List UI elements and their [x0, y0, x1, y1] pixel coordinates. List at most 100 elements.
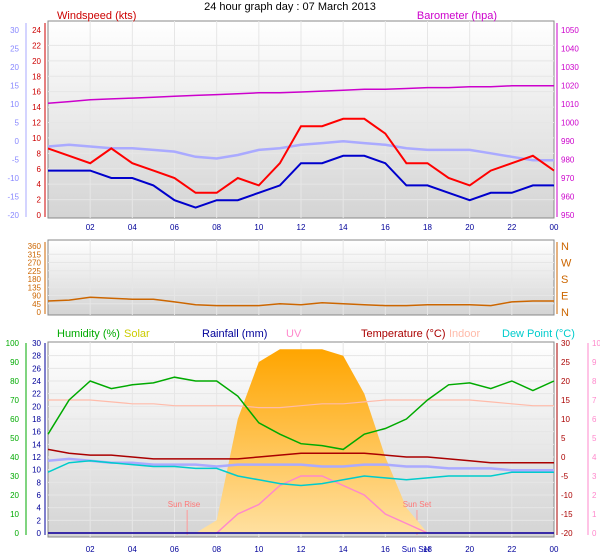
p1-xtick-16: 16 [381, 223, 390, 232]
p3-rain-tick-7: 16 [32, 428, 41, 437]
p3-rain-tick-11: 8 [37, 478, 42, 487]
p1-temp-tick-8: -10 [7, 174, 19, 183]
p2-deg-tick-5: 135 [28, 283, 42, 292]
p3-xtick-22: 22 [507, 545, 516, 554]
p1-wind-tick-9: 6 [37, 165, 42, 174]
p1-temp-tick-4: 10 [10, 100, 19, 109]
p1-xtick-00: 00 [550, 223, 559, 232]
humidity-line [47, 376, 555, 451]
barometer-line [47, 85, 554, 105]
p3-xtick-04: 04 [128, 545, 137, 554]
p3-rain-tick-0: 30 [32, 339, 41, 348]
p3-temp-tick-3: 15 [561, 396, 570, 405]
wind-average-line [48, 154, 554, 209]
p3-rain-tick-9: 12 [32, 453, 41, 462]
indoor-label: Indoor [449, 328, 481, 340]
p1-temp-tick-3: 15 [10, 82, 19, 91]
p3-uv-tick-9: 1 [592, 510, 597, 519]
p3-humidity-tick-10: 0 [15, 529, 20, 538]
p3-uv-tick-4: 6 [592, 415, 597, 424]
windspeed-label: Windspeed (kts) [57, 10, 136, 22]
p2-dir-tick-0: N [561, 241, 569, 253]
p3-humidity-tick-9: 10 [10, 510, 19, 519]
p3-humidity-tick-2: 80 [10, 377, 19, 386]
p2-deg-tick-2: 270 [28, 259, 42, 268]
p1-baro-tick-5: 1000 [561, 119, 579, 128]
p3-rain-tick-15: 0 [37, 529, 42, 538]
p1-temp-tick-10: -20 [7, 211, 19, 220]
p3-rain-tick-14: 2 [37, 516, 42, 525]
p2-deg-tick-7: 45 [32, 300, 41, 309]
temperature-line [47, 140, 554, 162]
p3-rain-tick-3: 24 [32, 377, 41, 386]
p1-baro-tick-10: 950 [561, 211, 575, 220]
p3-uv-tick-8: 2 [592, 491, 597, 500]
sunset-axis-label: Sun Set [402, 545, 431, 554]
p3-xtick-02: 02 [86, 545, 95, 554]
rainfall-label: Rainfall (mm) [202, 328, 267, 340]
p3-humidity-tick-1: 90 [10, 358, 19, 367]
p1-temp-tick-7: -5 [12, 156, 20, 165]
p3-temp-tick-1: 25 [561, 358, 570, 367]
p1-wind-tick-11: 2 [37, 196, 42, 205]
p1-baro-tick-1: 1040 [561, 45, 579, 54]
p1-baro-tick-9: 960 [561, 193, 575, 202]
p3-humidity-tick-4: 60 [10, 415, 19, 424]
p1-xtick-02: 02 [86, 223, 95, 232]
barometer-label: Barometer (hpa) [417, 10, 497, 22]
p1-temp-tick-2: 20 [10, 63, 19, 72]
p3-humidity-tick-8: 20 [10, 491, 19, 500]
p1-wind-tick-0: 24 [32, 26, 41, 35]
p3-temp-tick-2: 20 [561, 377, 570, 386]
temperature-light-line [47, 457, 554, 472]
p3-xtick-08: 08 [212, 545, 221, 554]
temperature-line-3 [47, 448, 554, 464]
dewpoint-line [47, 460, 554, 487]
p3-uv-tick-3: 7 [592, 396, 597, 405]
panel-conditions: 1009080706050403020100302826242220181614… [6, 339, 600, 554]
dewpoint-label: Dew Point (°C) [502, 328, 575, 340]
sunrise-annotation: Sun Rise [168, 500, 201, 509]
p2-dir-tick-3: E [561, 291, 568, 303]
p3-uv-tick-2: 8 [592, 377, 597, 386]
p1-wind-tick-5: 14 [32, 103, 41, 112]
p3-xtick-20: 20 [465, 545, 474, 554]
p3-xtick-10: 10 [254, 545, 263, 554]
p1-temp-tick-1: 25 [10, 45, 19, 54]
p3-rain-tick-13: 4 [37, 504, 42, 513]
p3-temp-tick-8: -10 [561, 491, 573, 500]
chart-title: 24 hour graph day : 07 March 2013 [204, 1, 376, 13]
p3-rain-tick-10: 10 [32, 466, 41, 475]
p3-temp-tick-7: -5 [561, 472, 569, 481]
p1-xtick-22: 22 [507, 223, 516, 232]
p2-dir-tick-2: S [561, 274, 568, 286]
p2-dir-tick-4: N [561, 307, 569, 319]
p1-xtick-06: 06 [170, 223, 179, 232]
p1-baro-tick-0: 1050 [561, 26, 579, 35]
p3-xtick-00: 00 [550, 545, 559, 554]
wind-gust-line [47, 117, 555, 194]
p3-temp-tick-4: 10 [561, 415, 570, 424]
p3-uv-tick-1: 9 [592, 358, 597, 367]
p1-xtick-04: 04 [128, 223, 137, 232]
p3-humidity-tick-5: 50 [10, 434, 19, 443]
p1-baro-tick-2: 1030 [561, 63, 579, 72]
p1-xtick-20: 20 [465, 223, 474, 232]
p2-deg-tick-8: 0 [37, 308, 42, 317]
humidity-label: Humidity (%) [57, 328, 120, 340]
p1-wind-tick-10: 4 [37, 180, 42, 189]
p1-xtick-08: 08 [212, 223, 221, 232]
p3-humidity-tick-3: 70 [10, 396, 19, 405]
p3-temp-tick-10: -20 [561, 529, 573, 538]
p3-xtick-14: 14 [339, 545, 348, 554]
p1-baro-tick-4: 1010 [561, 100, 579, 109]
temperature-label: Temperature (°C) [361, 328, 445, 340]
p1-xtick-14: 14 [339, 223, 348, 232]
p2-deg-tick-3: 225 [28, 267, 42, 276]
p1-xtick-18: 18 [423, 223, 432, 232]
p2-deg-tick-0: 360 [28, 242, 42, 251]
p1-wind-tick-3: 18 [32, 72, 41, 81]
p3-rain-tick-4: 22 [32, 390, 41, 399]
p3-temp-tick-5: 5 [561, 434, 566, 443]
